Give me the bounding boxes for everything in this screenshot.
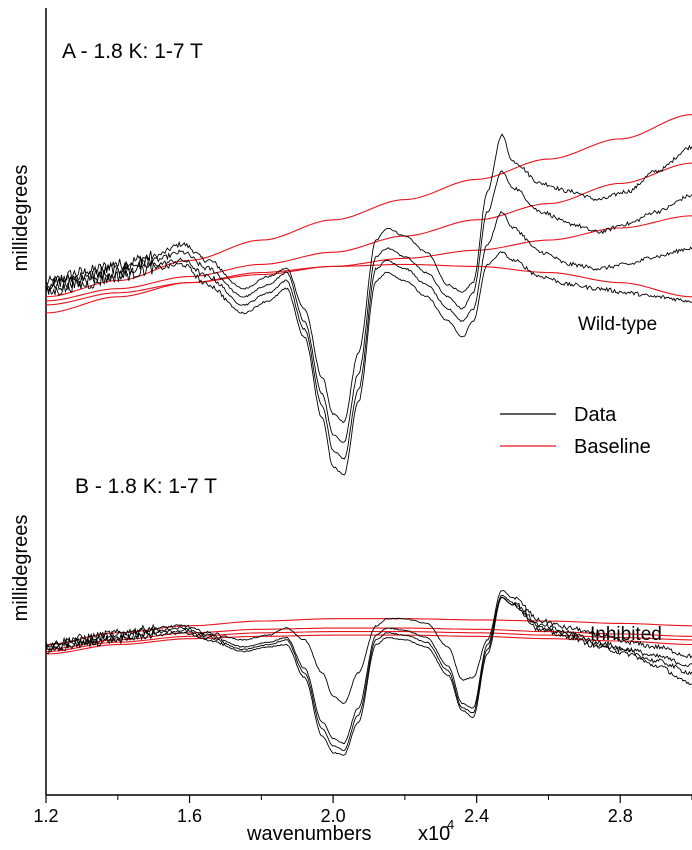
data-curve-4 [45, 596, 692, 756]
panel-b-annotation: Inhibited [590, 624, 662, 645]
panel-b-ylabel: millidegrees [10, 515, 32, 622]
x-axis-multiplier: x10 [418, 823, 450, 845]
panel-a-data-curves [45, 133, 692, 476]
x-axis-label: wavenumbers [246, 823, 372, 845]
x-tick-label: 1.6 [177, 806, 202, 826]
legend-baseline-label: Baseline [574, 436, 651, 458]
baseline-curve-1 [45, 618, 692, 646]
x-tick-label: 2.4 [464, 806, 489, 826]
panel-b: B - 1.8 K: 1-7 T Inhibited millidegrees [10, 475, 692, 756]
data-curve-2 [45, 170, 692, 443]
baseline-curve-4 [45, 634, 692, 655]
x-tick-label: 1.2 [33, 806, 58, 826]
x-axis-ticks: 1.2 1.6 2.0 2.4 2.8 [33, 795, 692, 826]
baseline-curve-1 [45, 114, 692, 298]
x-axis-multiplier-exponent: 4 [447, 817, 454, 832]
legend-data-label: Data [574, 404, 617, 426]
panel-b-data-curves [45, 590, 692, 756]
data-curve-1 [45, 133, 692, 424]
panel-b-title: B - 1.8 K: 1-7 T [75, 475, 217, 498]
x-tick-label: 2.0 [321, 806, 346, 826]
baseline-curve-3 [45, 215, 692, 306]
data-curve-3 [45, 596, 692, 752]
data-curve-1 [45, 590, 692, 704]
panel-a: A - 1.8 K: 1-7 T Wild-type millidegrees [10, 40, 692, 476]
baseline-curve-4 [45, 263, 692, 314]
panel-a-ylabel: millidegrees [10, 165, 32, 272]
data-curve-3 [45, 210, 692, 460]
baseline-curve-2 [45, 162, 692, 302]
legend: Data Baseline [500, 404, 651, 458]
panel-a-title: A - 1.8 K: 1-7 T [62, 40, 203, 63]
x-tick-label: 2.8 [608, 806, 633, 826]
baseline-curve-3 [45, 631, 692, 653]
data-curve-4 [45, 251, 692, 476]
panel-a-baseline-curves [45, 114, 692, 314]
baseline-curve-2 [45, 627, 692, 650]
panel-b-baseline-curves [45, 618, 692, 655]
panel-a-annotation: Wild-type [578, 314, 657, 335]
